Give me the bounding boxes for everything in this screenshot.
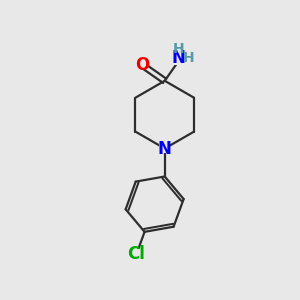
Bar xyxy=(159,144,170,153)
Bar xyxy=(173,51,189,64)
Text: N: N xyxy=(172,49,185,67)
Text: Cl: Cl xyxy=(128,245,146,263)
Text: H: H xyxy=(172,42,184,56)
Text: H: H xyxy=(183,51,194,65)
Bar xyxy=(136,60,147,70)
Text: O: O xyxy=(135,56,149,74)
Text: N: N xyxy=(158,140,172,158)
Bar xyxy=(129,249,144,259)
